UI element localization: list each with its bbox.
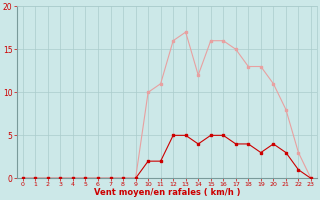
X-axis label: Vent moyen/en rafales ( km/h ): Vent moyen/en rafales ( km/h ) — [94, 188, 240, 197]
